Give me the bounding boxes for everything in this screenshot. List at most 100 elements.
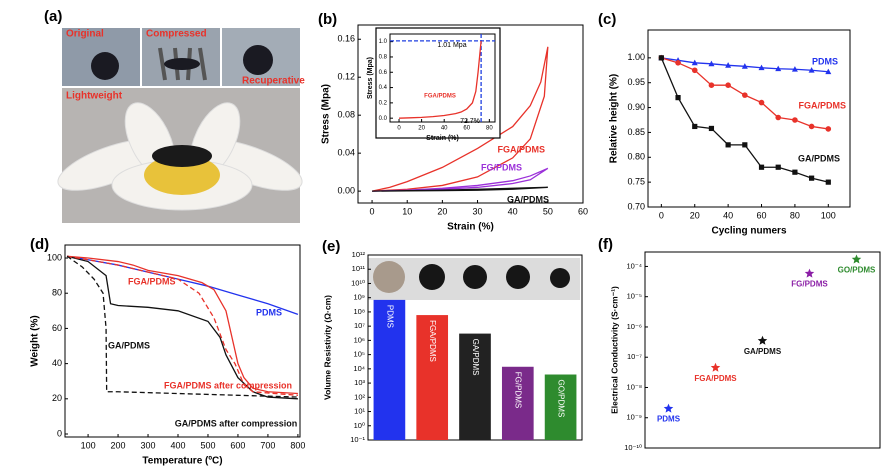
y-tick-label: 10¹	[354, 407, 365, 416]
bar	[416, 315, 449, 440]
series-label: GA/PDMS after compression	[175, 418, 298, 428]
panel-label: (b)	[318, 11, 337, 28]
y-tick-label: 0.0	[379, 116, 388, 122]
y-axis-title: Relative height (%)	[609, 74, 620, 163]
y-tick-label: 20	[52, 393, 62, 403]
bar	[544, 374, 577, 440]
marker	[808, 67, 815, 73]
marker	[792, 169, 798, 175]
y-axis-title: Volume Resistivity (Ω·cm)	[322, 295, 332, 400]
resistivity-photos	[368, 258, 580, 300]
sample	[550, 268, 570, 288]
photo	[142, 28, 220, 86]
panel-label: (e)	[322, 238, 340, 255]
series-label: GA/PDMS	[507, 194, 549, 204]
x-tick-label: 80	[486, 126, 493, 132]
y-tick-label: 0.00	[337, 186, 355, 196]
x-tick-label: 200	[111, 440, 126, 450]
x-tick-label: 100	[81, 440, 96, 450]
y-tick-label: 0.75	[627, 177, 645, 187]
point-label: FG/PDMS	[791, 280, 828, 289]
panel-label: (d)	[30, 236, 49, 253]
y-tick-label: 10⁷	[354, 321, 365, 330]
x-tick-label: 20	[418, 126, 425, 132]
y-tick-label: 10⁻⁷	[627, 352, 642, 361]
series-label: FGA/PDMS	[128, 276, 176, 286]
plot-frame	[357, 24, 584, 204]
y-tick-label: 10⁻⁴	[626, 261, 642, 270]
y-tick-label: 0.95	[627, 77, 645, 87]
marker	[758, 64, 765, 71]
sample	[373, 261, 405, 293]
marker	[708, 60, 715, 67]
series-line	[372, 167, 549, 192]
y-tick-label: 1.0	[379, 39, 388, 45]
x-tick-label: 0	[659, 210, 664, 220]
y-tick-label: 0.4	[379, 85, 388, 91]
x-axis-title: Strain (%)	[447, 222, 494, 233]
photo-panel: (a) Original Compressed Recuperative Lig…	[44, 8, 305, 223]
marker	[658, 55, 664, 61]
series-line	[372, 186, 548, 192]
y-tick-label: 10¹²	[352, 250, 366, 259]
caption: Lightweight	[66, 91, 123, 102]
x-tick-label: 40	[723, 210, 733, 220]
y-axis-title: Weight (%)	[30, 315, 41, 366]
marker	[692, 123, 698, 130]
sample	[164, 58, 200, 70]
series-line	[66, 255, 298, 396]
x-tick-label: 40	[441, 126, 448, 132]
marker	[691, 59, 698, 66]
marker	[775, 65, 782, 72]
y-tick-label: 80	[52, 288, 62, 298]
series-label: FG/PDMS	[481, 162, 522, 172]
y-tick-label: 0	[57, 428, 62, 438]
x-tick-label: 60	[757, 210, 767, 220]
plot-frame	[389, 33, 496, 123]
y-tick-label: 0.70	[627, 201, 645, 211]
x-tick-label: 50	[543, 206, 553, 216]
y-tick-label: 0.6	[379, 70, 388, 76]
y-tick-label: 10¹⁰	[351, 278, 365, 287]
point	[710, 362, 721, 372]
panel-label: (a)	[44, 8, 62, 25]
sample	[506, 265, 530, 289]
y-tick-label: 1.00	[627, 52, 645, 62]
y-axis-title: Stress (Mpa)	[321, 84, 332, 144]
panel-label: (f)	[598, 236, 613, 253]
annotation: 72.7%	[460, 118, 480, 125]
sample	[152, 145, 212, 167]
marker	[725, 142, 731, 148]
sample	[91, 52, 119, 80]
x-tick-label: 30	[473, 206, 483, 216]
x-tick-label: 600	[230, 440, 245, 450]
plot-frame	[644, 251, 881, 449]
marker	[758, 164, 765, 170]
marker	[741, 63, 748, 69]
y-tick-label: 0.04	[337, 148, 355, 158]
series-line	[399, 40, 482, 119]
x-tick-label: 500	[200, 440, 215, 450]
marker	[725, 62, 732, 68]
bar-label: PDMS	[385, 305, 394, 328]
x-axis-title: Temperature (ºC)	[142, 456, 222, 467]
y-tick-label: 0.90	[627, 102, 645, 112]
bar-label: GA/PDMS	[471, 339, 480, 376]
y-tick-label: 0.08	[337, 110, 355, 120]
marker	[708, 82, 715, 88]
series-label: FGA/PDMS after compression	[164, 380, 292, 390]
series-line	[66, 255, 298, 398]
marker	[742, 92, 748, 98]
x-tick-label: 0	[370, 206, 375, 216]
y-tick-label: 0.80	[627, 152, 645, 162]
series-line	[660, 57, 829, 183]
series-label: GA/PDMS	[108, 340, 150, 350]
x-axis-title: Strain (%)	[426, 135, 459, 142]
y-tick-label: 10⁸	[353, 307, 365, 316]
y-tick-label: 10⁻⁶	[627, 322, 642, 331]
marker	[825, 68, 832, 75]
y-tick-label: 60	[52, 323, 62, 333]
marker	[758, 99, 765, 106]
caption: Original	[66, 29, 104, 40]
marker	[691, 67, 698, 74]
